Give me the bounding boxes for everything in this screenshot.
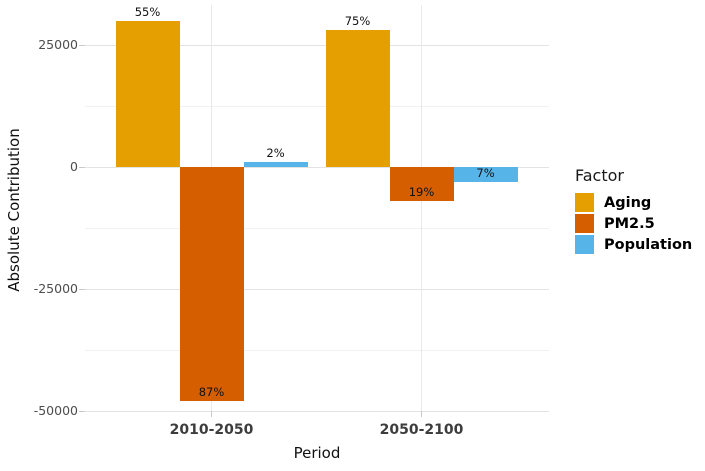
bar-label-population-2050-2100: 7% [476, 165, 495, 180]
y-axis-tick [79, 288, 85, 290]
legend-swatch-pm25 [575, 214, 594, 233]
y-tick-label-0: 0 [70, 159, 78, 174]
y-axis-tick [79, 166, 85, 168]
legend-label-pm25: PM2.5 [604, 215, 655, 232]
y-axis-tick [79, 44, 85, 46]
gridline-vertical [421, 5, 422, 411]
legend-swatch-population [575, 235, 594, 254]
x-axis-tick [421, 411, 422, 417]
bar-label-population-2010-2050: 2% [266, 146, 285, 161]
bar-aging-2010-2050 [115, 20, 180, 167]
bar-aging-2050-2100 [325, 30, 390, 167]
legend-item-pm25: PM2.5 [575, 213, 692, 234]
gridline-minor [85, 227, 549, 229]
y-axis-tick [79, 410, 85, 412]
gridline-major [85, 288, 549, 290]
legend-swatch-aging [575, 193, 594, 212]
legend-item-population: Population [575, 234, 692, 255]
y-tick-label-neg25000: -25000 [33, 281, 78, 296]
legend-label-aging: Aging [604, 194, 652, 211]
legend: Factor Aging PM2.5 Population [575, 166, 692, 255]
bar-label-pm2-5-2010-2050: 87% [198, 385, 225, 400]
y-tick-label-neg50000: -50000 [33, 403, 78, 418]
x-axis-tick [211, 411, 212, 417]
gridline-minor [85, 105, 549, 107]
legend-title: Factor [575, 166, 624, 185]
gridline-major [85, 410, 549, 412]
x-tick-label-2010-2050: 2010-2050 [169, 422, 254, 438]
x-tick-label-2050-2100: 2050-2100 [379, 422, 464, 438]
gridline-minor [85, 349, 549, 351]
bar-label-aging-2050-2100: 75% [344, 14, 371, 29]
y-axis-title: Absolute Contribution [5, 128, 23, 292]
gridline-major [85, 44, 549, 46]
bar-population-2010-2050 [243, 162, 308, 167]
bar-label-aging-2010-2050: 55% [134, 4, 161, 19]
legend-label-population: Population [604, 236, 693, 253]
gridline-major [85, 166, 549, 168]
bar-pm2-5-2010-2050 [179, 167, 244, 402]
y-tick-label-25000: 25000 [38, 37, 78, 52]
bar-population-2050-2100 [453, 167, 518, 182]
bar-pm2-5-2050-2100 [389, 167, 454, 202]
bar-label-pm2-5-2050-2100: 19% [408, 185, 435, 200]
x-axis-title: Period [293, 444, 341, 462]
legend-item-aging: Aging [575, 192, 692, 213]
